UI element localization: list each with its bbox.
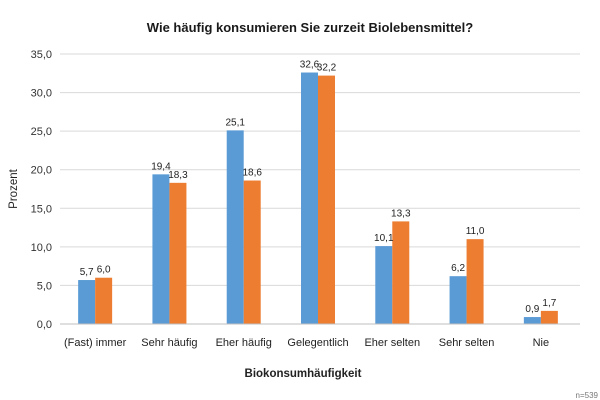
data-label: 0,9 bbox=[525, 304, 539, 315]
bar bbox=[95, 277, 113, 324]
sample-size-note: n=539 bbox=[576, 391, 599, 400]
x-category-label: Sehr häufig bbox=[141, 337, 197, 349]
x-category-label: (Fast) immer bbox=[64, 337, 127, 349]
data-label: 6,0 bbox=[97, 265, 111, 276]
bar bbox=[226, 130, 244, 324]
bar bbox=[523, 317, 541, 324]
y-axis-ticks: 0,0 5,0 10,0 15,0 20,0 25,0 30,0 35,0 bbox=[31, 49, 52, 331]
y-tick-label: 35,0 bbox=[31, 49, 52, 61]
bar bbox=[392, 221, 410, 324]
bar bbox=[375, 246, 393, 324]
data-label: 32,2 bbox=[317, 63, 337, 74]
data-label: 5,7 bbox=[80, 267, 94, 278]
data-label: 6,2 bbox=[451, 263, 465, 274]
bar bbox=[301, 72, 318, 324]
y-tick-label: 15,0 bbox=[31, 203, 52, 215]
data-label: 18,6 bbox=[242, 168, 262, 179]
bar bbox=[466, 239, 484, 324]
bar bbox=[78, 280, 96, 324]
data-label: 1,7 bbox=[542, 298, 556, 309]
x-category-label: Eher häufig bbox=[216, 337, 272, 349]
chart-title: Wie häufig konsumieren Sie zurzeit Biole… bbox=[147, 20, 473, 35]
y-axis-title: Prozent bbox=[8, 168, 20, 208]
x-category-label: Eher selten bbox=[364, 337, 420, 349]
data-label: 10,1 bbox=[374, 233, 394, 244]
data-label: 13,3 bbox=[391, 208, 411, 219]
x-category-label: Gelegentlich bbox=[287, 337, 348, 349]
y-tick-label: 30,0 bbox=[31, 88, 52, 100]
data-label: 18,3 bbox=[168, 170, 188, 181]
y-tick-label: 25,0 bbox=[31, 126, 52, 138]
bar bbox=[152, 174, 170, 324]
bars bbox=[78, 72, 558, 324]
x-axis-title: Biokonsumhäufigkeit bbox=[245, 368, 362, 380]
data-label: 25,1 bbox=[225, 117, 245, 128]
bar bbox=[449, 276, 467, 324]
y-tick-label: 10,0 bbox=[31, 242, 52, 254]
y-tick-label: 5,0 bbox=[37, 280, 52, 292]
data-label: 32,6 bbox=[300, 60, 320, 71]
bar bbox=[540, 310, 558, 324]
x-category-label: Nie bbox=[533, 337, 550, 349]
data-label: 11,0 bbox=[466, 226, 485, 237]
bar bbox=[243, 180, 261, 324]
data-labels: 5,7 6,0 19,418,3 25,1 18,6 32,632,2 10,1 13,3 6,… bbox=[80, 60, 557, 316]
y-tick-label: 20,0 bbox=[31, 165, 52, 177]
x-axis-categories: (Fast) immer Sehr häufig Eher häufig Gelege… bbox=[64, 337, 549, 349]
y-tick-label: 0,0 bbox=[37, 319, 52, 331]
bar bbox=[169, 182, 187, 324]
data-label: 19,4 bbox=[151, 161, 171, 172]
bar bbox=[318, 75, 335, 324]
x-category-label: Sehr selten bbox=[439, 337, 495, 349]
